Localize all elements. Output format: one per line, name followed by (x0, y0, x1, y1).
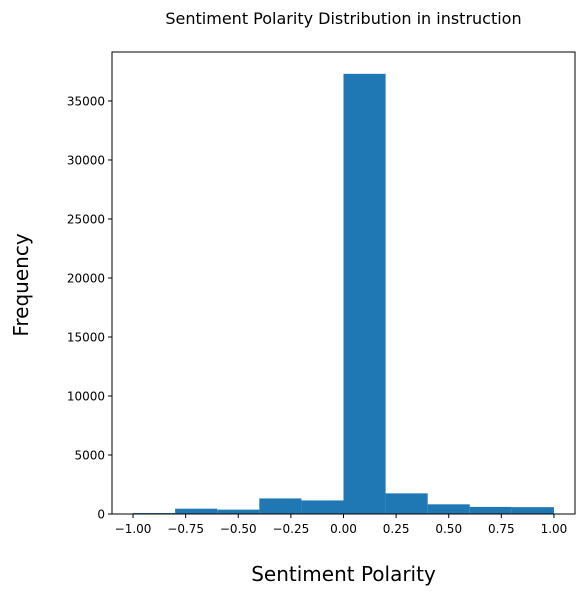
y-tick-label: 0 (97, 508, 105, 522)
x-tick-label: 0.50 (435, 522, 462, 536)
x-tick-label: 0.00 (330, 522, 357, 536)
x-axis-ticks: −1.00 −0.75 −0.50 −0.25 0.00 0.25 0.50 0.75 1.00 (115, 514, 568, 536)
chart-title: Sentiment Polarity Distribution in instr… (165, 9, 521, 28)
histogram-bar (343, 73, 386, 514)
histogram-bar (469, 506, 512, 514)
bars-group (133, 73, 554, 514)
histogram-bar (511, 507, 554, 514)
x-tick-label: 0.25 (383, 522, 410, 536)
histogram-bar (301, 500, 344, 514)
histogram-bar (427, 504, 470, 514)
x-tick-label: −0.50 (220, 522, 257, 536)
plot-frame (111, 51, 576, 515)
y-tick-label: 35000 (67, 94, 105, 108)
x-tick-label: −0.25 (272, 522, 309, 536)
y-axis-label: Frequency (9, 233, 33, 336)
x-tick-label: −0.75 (167, 522, 204, 536)
y-tick-label: 30000 (67, 153, 105, 167)
histogram-bar (175, 508, 218, 514)
histogram-bar (217, 509, 260, 514)
y-axis-ticks: 0 5000 10000 15000 20000 25000 30000 35000 (67, 94, 112, 522)
y-tick-label: 20000 (67, 271, 105, 285)
x-tick-label: 0.75 (488, 522, 515, 536)
y-tick-label: 10000 (67, 389, 105, 403)
y-tick-label: 25000 (67, 212, 105, 226)
histogram-bar (385, 493, 428, 514)
histogram-bar (259, 498, 302, 514)
x-tick-label: −1.00 (115, 522, 152, 536)
x-axis-label: Sentiment Polarity (251, 562, 436, 586)
y-tick-label: 15000 (67, 330, 105, 344)
x-tick-label: 1.00 (541, 522, 568, 536)
y-tick-label: 5000 (74, 448, 105, 462)
